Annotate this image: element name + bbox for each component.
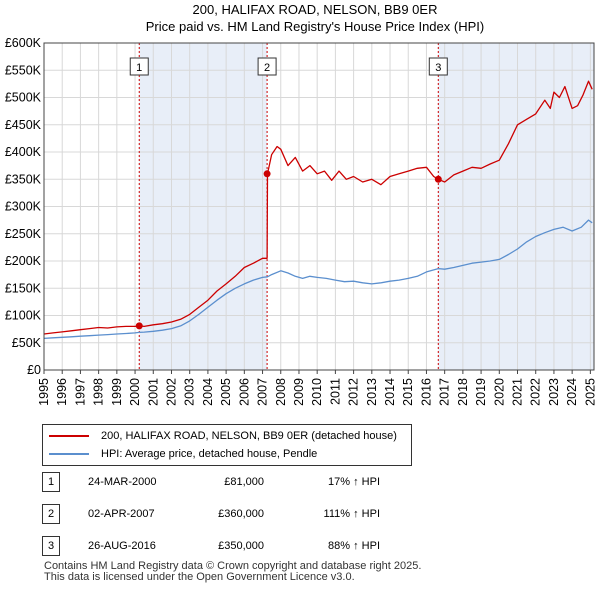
legend-swatch-property <box>49 435 89 437</box>
transaction-badge <box>129 57 149 76</box>
legend-item-hpi: HPI: Average price, detached house, Pend… <box>49 445 317 463</box>
y-tick-label: £250K <box>5 227 42 241</box>
transaction-badge-label: 3 <box>435 62 441 74</box>
chart-title: 200, HALIFAX ROAD, NELSON, BB9 0ER <box>193 2 438 17</box>
x-tick-label: 2010 <box>310 378 324 406</box>
x-tick-label: 2017 <box>438 378 452 406</box>
x-tick-label: 2018 <box>456 378 470 406</box>
transaction-badge <box>257 57 277 76</box>
footer-copyright: Contains HM Land Registry data © Crown c… <box>44 560 422 572</box>
transaction-hpi-change: 17% ↑ HPI <box>328 476 380 488</box>
plot-frame <box>43 42 595 371</box>
x-tick-label: 2009 <box>292 378 306 406</box>
x-tick-label: 2013 <box>365 378 379 406</box>
transaction-number-badge: 2 <box>42 504 60 524</box>
x-tick-label: 2002 <box>164 378 178 406</box>
y-axis-ticks: £0 £50K £100K £150K £200K £250K £300K £350K £400… <box>5 36 42 377</box>
transaction-badge-label: 1 <box>136 62 142 74</box>
marker-layer: 1 2 3 <box>129 57 448 330</box>
x-tick-label: 2021 <box>511 378 525 406</box>
hpi-line <box>43 219 593 340</box>
transaction-date: 24-MAR-2000 <box>88 476 157 488</box>
x-tick-label: 2022 <box>529 378 543 406</box>
x-tick-label: 1998 <box>92 378 106 406</box>
sale-point <box>263 170 271 178</box>
x-tick-label: 2020 <box>492 378 506 406</box>
x-tick-label: 2024 <box>565 378 579 406</box>
y-tick-label: £400K <box>5 145 42 159</box>
y-tick-label: £500K <box>5 91 42 105</box>
y-tick-label: £550K <box>5 63 42 77</box>
y-tick-label: £350K <box>5 172 42 186</box>
y-tick-label: £600K <box>5 36 42 50</box>
transaction-hpi-change: 88% ↑ HPI <box>328 540 380 552</box>
y-tick-label: £200K <box>5 254 42 268</box>
x-tick-label: 2007 <box>256 378 270 406</box>
transaction-number-badge: 3 <box>42 536 60 556</box>
x-tick-label: 1995 <box>37 378 51 406</box>
legend-swatch-hpi <box>49 453 89 455</box>
chart-subtitle: Price paid vs. HM Land Registry's House … <box>146 19 484 34</box>
property-price-line <box>43 80 593 335</box>
legend-item-property: 200, HALIFAX ROAD, NELSON, BB9 0ER (deta… <box>49 427 397 445</box>
transaction-date: 02-APR-2007 <box>88 508 155 520</box>
y-tick-label: £450K <box>5 118 42 132</box>
legend-label-property: 200, HALIFAX ROAD, NELSON, BB9 0ER (deta… <box>101 430 397 442</box>
y-tick-label: £50K <box>12 336 42 350</box>
x-tick-label: 2001 <box>146 378 160 406</box>
x-tick-label: 2005 <box>219 378 233 406</box>
x-tick-label: 2023 <box>547 378 561 406</box>
y-tick-label: £0 <box>27 363 41 377</box>
x-tick-label: 1997 <box>73 378 87 406</box>
transaction-hpi-change: 111% ↑ HPI <box>323 508 380 520</box>
x-tick-label: 2006 <box>237 378 251 406</box>
transaction-number-badge: 1 <box>42 472 60 492</box>
legend-label-hpi: HPI: Average price, detached house, Pend… <box>101 448 318 460</box>
footer-attribution: Contains HM Land Registry data © Crown c… <box>44 561 421 583</box>
series-layer <box>43 80 593 340</box>
price-chart: 200, HALIFAX ROAD, NELSON, BB9 0ER Price… <box>5 2 598 406</box>
transaction-price: £360,000 <box>218 508 264 520</box>
x-tick-label: 2015 <box>401 378 415 406</box>
legend: 200, HALIFAX ROAD, NELSON, BB9 0ER (deta… <box>42 424 412 466</box>
x-tick-label: 2025 <box>583 378 597 406</box>
y-tick-label: £300K <box>5 200 42 214</box>
x-tick-label: 2000 <box>128 378 142 406</box>
transaction-price: £350,000 <box>218 540 264 552</box>
sale-point <box>135 322 143 330</box>
x-tick-label: 2003 <box>183 378 197 406</box>
transaction-price: £81,000 <box>224 476 264 488</box>
x-tick-label: 2012 <box>347 378 361 406</box>
grid-layer <box>43 42 594 371</box>
x-tick-label: 2004 <box>201 378 215 406</box>
y-tick-label: £150K <box>5 281 42 295</box>
x-tick-label: 2008 <box>274 378 288 406</box>
footer-licence: This data is licensed under the Open Gov… <box>44 571 355 583</box>
x-tick-label: 1996 <box>55 378 69 406</box>
transaction-badge-label: 2 <box>264 62 270 74</box>
x-tick-label: 2011 <box>328 378 342 405</box>
transaction-badge <box>428 57 448 76</box>
x-axis-ticks: 1995 1996 1997 1998 1999 2000 2001 2002 2003 2004… <box>37 370 597 406</box>
y-tick-label: £100K <box>5 309 42 323</box>
x-tick-label: 2019 <box>474 378 488 406</box>
x-tick-label: 2014 <box>383 378 397 406</box>
x-tick-label: 1999 <box>110 378 124 406</box>
x-tick-label: 2016 <box>419 378 433 406</box>
transaction-date: 26-AUG-2016 <box>88 540 156 552</box>
sale-point <box>434 175 442 183</box>
